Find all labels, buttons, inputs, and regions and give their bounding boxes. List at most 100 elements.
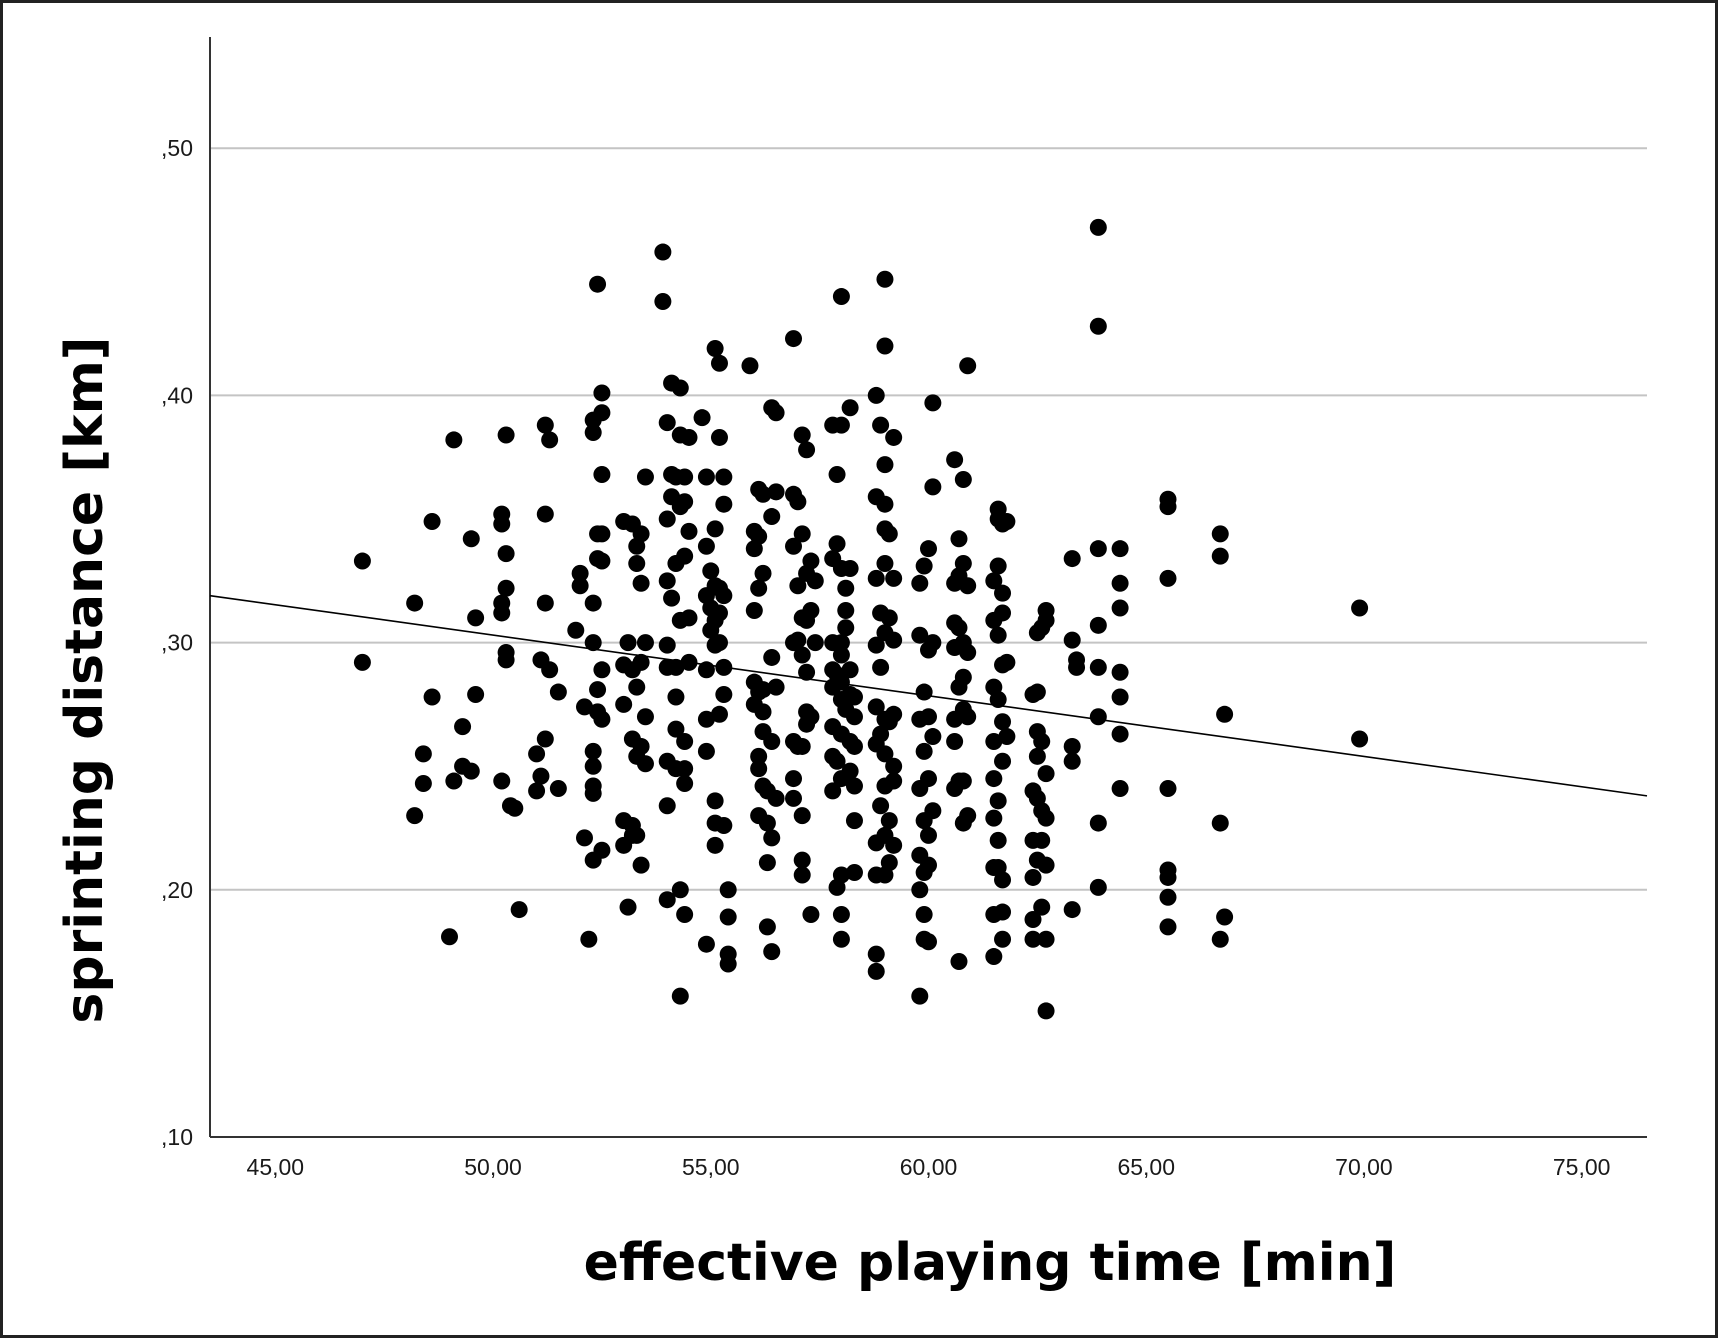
data-point [715,495,733,513]
data-point [423,512,441,530]
data-point [841,762,859,780]
data-point [876,456,894,474]
data-point [580,930,598,948]
data-point [441,928,458,946]
data-point [715,686,733,704]
data-point [824,782,842,800]
x-tick-label: 60,00 [900,1154,958,1180]
data-point [915,557,933,575]
data-point [954,470,972,488]
data-point [549,779,567,797]
data-point [1089,540,1107,558]
data-point [1033,732,1051,750]
data-point [1211,547,1229,565]
data-point [845,737,863,755]
data-point [745,601,763,619]
data-point [920,770,937,788]
data-point [706,836,724,854]
data-point [1063,737,1081,755]
data-point [414,745,432,763]
data-point [1063,901,1081,919]
data-point [676,493,694,511]
data-point [867,962,885,980]
data-point [985,572,1003,590]
data-point [832,288,850,306]
data-point [1089,658,1107,676]
data-point [584,594,602,612]
data-point [619,634,637,652]
data-point [959,708,977,726]
x-tick-label: 45,00 [247,1154,305,1180]
data-point [1037,809,1055,827]
data-point [697,710,715,728]
data-point [536,505,554,523]
data-point [593,552,611,570]
data-point [1089,708,1107,726]
data-point [697,742,715,760]
data-point [715,468,733,486]
data-point [719,881,737,899]
data-point [806,572,824,590]
data-point [758,854,776,872]
data-point [793,851,811,869]
data-point [493,604,511,622]
data-point [532,767,550,785]
data-point [462,530,480,548]
y-tick-label: ,20 [161,877,193,903]
data-point [680,609,698,627]
data-point [880,854,898,872]
data-point [676,906,694,924]
data-point [785,330,803,348]
data-point [706,520,724,538]
data-point [876,495,894,513]
data-point [663,589,681,607]
data-point [710,634,728,652]
data-point [632,525,650,543]
x-tick-label: 50,00 [464,1154,522,1180]
data-point [493,772,511,790]
y-tick-label: ,50 [161,135,193,161]
data-point [954,772,972,790]
data-point [793,737,811,755]
data-point [593,404,611,422]
data-point [837,619,855,637]
data-point [589,275,607,293]
data-point [876,555,894,573]
data-point [658,510,676,528]
data-point [1351,599,1369,617]
data-point [750,579,768,597]
data-point [924,634,942,652]
data-point [789,577,807,595]
data-point [754,681,772,699]
data-point [506,799,524,817]
data-point [880,609,898,627]
data-point [575,829,593,847]
data-point [628,826,646,844]
data-point [915,683,933,701]
data-point [872,658,890,676]
axes [209,37,1647,1138]
data-point [885,836,903,854]
data-point [706,792,724,810]
data-point [1216,908,1234,926]
data-point [754,703,772,721]
data-point [1111,663,1129,681]
data-point [628,678,646,696]
data-point [1211,525,1229,543]
data-point [959,807,977,825]
data-point [1028,683,1046,701]
data-point [1037,930,1055,948]
tick-labels: ,10 ,20 ,30 ,40 ,50 45,00 50,00 55,00 60,00 65,00… [161,135,1610,1180]
x-axis-title: effective playing time [min] [584,1233,1397,1293]
data-point [710,705,728,723]
data-point [1068,658,1086,676]
data-point [1024,868,1042,886]
data-point [950,530,968,548]
data-point [667,688,685,706]
data-point [593,841,611,859]
data-point [841,399,859,417]
x-tick-label: 55,00 [682,1154,740,1180]
data-point [1111,540,1129,558]
data-point [867,945,885,963]
data-point [658,414,676,432]
